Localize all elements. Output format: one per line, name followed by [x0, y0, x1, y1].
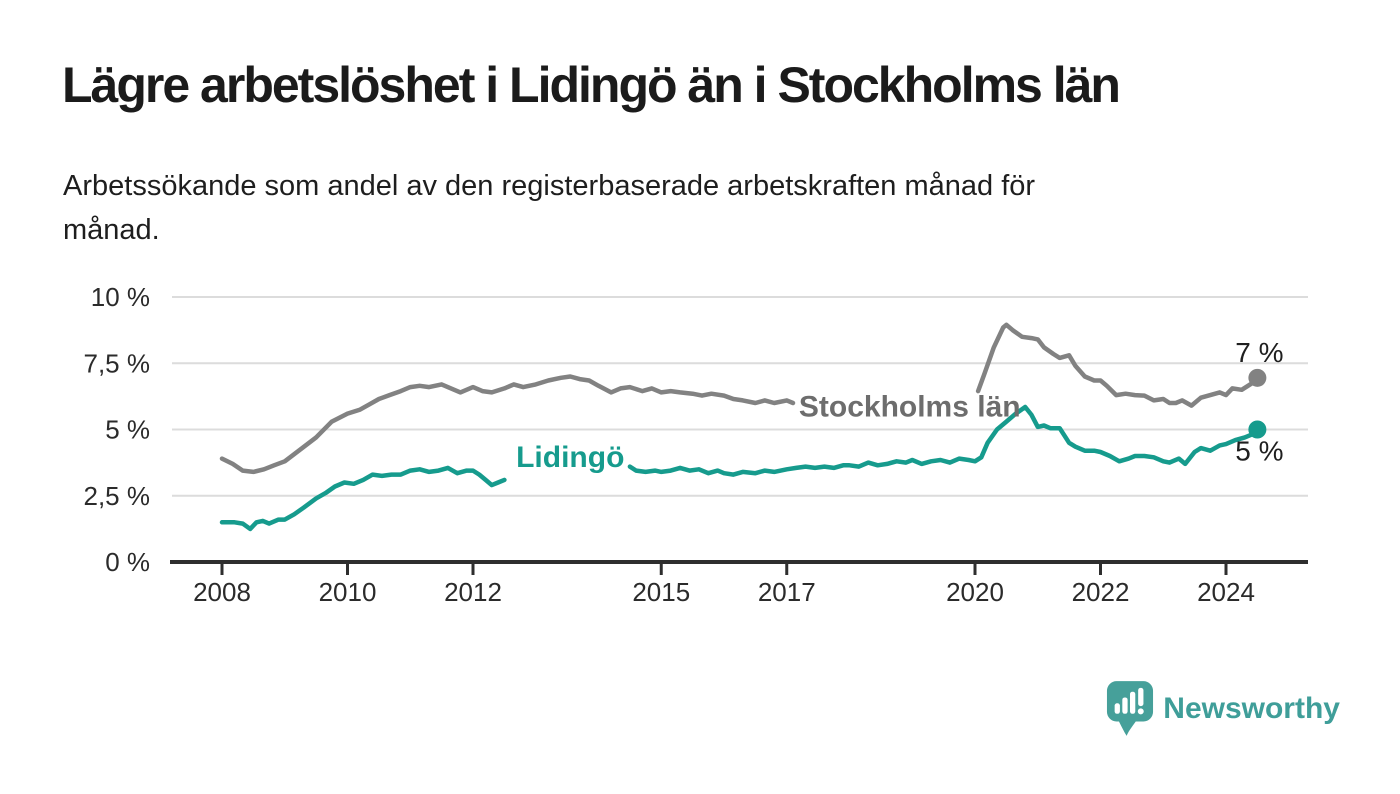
x-axis: 2008 2010 2012 2015 2017 2020 2022 2024	[170, 560, 1308, 607]
logo-bar-medium	[1122, 697, 1128, 714]
end-value-label-lidingo: 5 %	[1235, 436, 1283, 467]
page-subtitle: Arbetssökande som andel av den registerb…	[63, 164, 1035, 252]
series-label-lidingo: Lidingö	[516, 441, 624, 474]
logo-exclamation-dot	[1138, 708, 1145, 715]
line-stockholms-lan-segment-1	[219, 374, 796, 475]
gridlines	[172, 296, 1308, 497]
y-axis-tick-label: 7,5 %	[84, 348, 151, 378]
logo-bar-tall	[1130, 691, 1136, 714]
subtitle-line-2: månad.	[63, 214, 160, 246]
data-series	[219, 322, 1267, 532]
x-axis-tick-label: 2015	[632, 577, 690, 607]
y-axis-tick-label: 5 %	[105, 415, 150, 445]
newsworthy-logo: Newsworthy	[1106, 680, 1340, 738]
x-axis-tick-label: 2022	[1072, 577, 1130, 607]
logo-exclamation-bar	[1138, 687, 1144, 707]
chart-labels: Stockholms län 7 % Lidingö 5 %	[516, 337, 1283, 474]
line-lidingo-segment-2	[627, 404, 1260, 477]
end-dot-stockholms-lan	[1248, 368, 1267, 387]
y-axis-tick-label: 0 %	[105, 547, 150, 577]
logo-bar-small	[1114, 703, 1121, 714]
series-label-stockholms-lan: Stockholms län	[799, 390, 1021, 423]
line-lidingo-segment-1	[219, 465, 507, 532]
end-dot-lidingo	[1248, 420, 1267, 439]
x-axis-tick-label: 2008	[193, 577, 251, 607]
line-stockholms-lan-segment-2	[975, 322, 1260, 408]
x-axis-tick-label: 2010	[319, 577, 377, 607]
x-axis-tick-label: 2017	[758, 577, 816, 607]
y-axis-tick-label: 10 %	[91, 282, 150, 312]
y-axis-tick-label: 2,5 %	[84, 481, 151, 511]
x-axis-tick-label: 2012	[444, 577, 502, 607]
newsworthy-speech-bubble-bar-chart-icon	[1107, 681, 1154, 736]
x-axis-tick-label: 2020	[946, 577, 1004, 607]
page-title: Lägre arbetslöshet i Lidingö än i Stockh…	[62, 57, 1121, 113]
y-axis: 10 % 7,5 % 5 % 2,5 % 0 %	[84, 282, 151, 577]
x-axis-tick-label: 2024	[1197, 577, 1255, 607]
subtitle-line-1: Arbetssökande som andel av den registerb…	[63, 170, 1036, 202]
end-value-label-stockholms-lan: 7 %	[1235, 337, 1283, 368]
brand-name: Newsworthy	[1163, 692, 1340, 725]
